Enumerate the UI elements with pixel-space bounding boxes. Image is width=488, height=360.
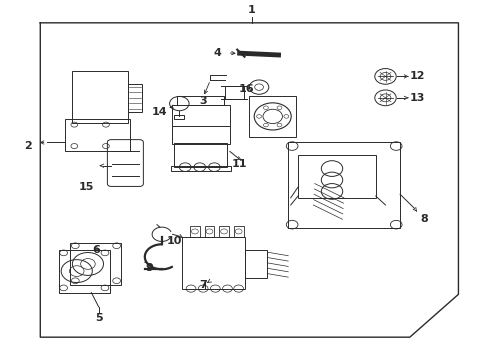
Bar [224, 86, 243, 99]
Text: 7: 7 [199, 280, 206, 291]
Text: 5: 5 [95, 312, 102, 323]
Text: 10: 10 [166, 236, 182, 246]
Bar [219, 226, 228, 237]
Bar [171, 105, 229, 144]
Bar [174, 143, 227, 167]
Bar [204, 226, 214, 237]
Bar [287, 143, 399, 228]
Text: 2: 2 [24, 141, 32, 151]
Bar [233, 226, 243, 237]
Bar [182, 237, 245, 289]
Bar [190, 226, 200, 237]
Text: 15: 15 [79, 182, 94, 192]
Text: 16: 16 [239, 84, 254, 94]
Bar [245, 249, 267, 278]
Bar [297, 155, 375, 198]
Text: 9: 9 [145, 262, 153, 273]
Text: 8: 8 [420, 214, 427, 224]
Text: 13: 13 [408, 93, 424, 103]
Text: 11: 11 [231, 159, 247, 169]
Bar [64, 119, 130, 152]
Bar [59, 249, 110, 293]
Text: 4: 4 [213, 48, 221, 58]
Text: 1: 1 [247, 5, 255, 15]
Text: 6: 6 [92, 245, 100, 255]
Text: 12: 12 [408, 71, 424, 81]
Bar [127, 84, 142, 112]
Text: 14: 14 [151, 107, 167, 117]
Bar [174, 115, 184, 119]
Bar [249, 96, 295, 137]
Bar [170, 166, 230, 171]
Bar [177, 96, 224, 105]
Text: 3: 3 [199, 96, 206, 107]
Bar [70, 243, 121, 285]
Bar [72, 71, 127, 123]
